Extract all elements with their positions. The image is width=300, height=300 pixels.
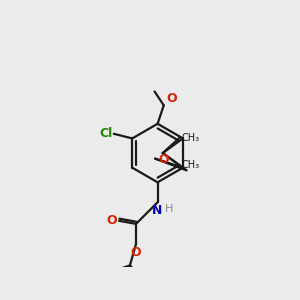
Text: CH₃: CH₃	[181, 133, 200, 142]
Text: O: O	[166, 92, 177, 104]
Text: O: O	[106, 214, 117, 226]
Text: N: N	[152, 204, 162, 217]
Text: O: O	[158, 153, 169, 166]
Text: Cl: Cl	[99, 127, 112, 140]
Text: H: H	[165, 204, 174, 214]
Text: O: O	[131, 246, 141, 259]
Text: CH₃: CH₃	[181, 160, 200, 170]
